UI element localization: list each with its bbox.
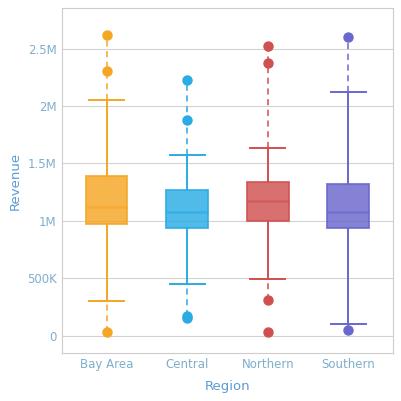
Bar: [327, 184, 369, 228]
Bar: [85, 176, 128, 224]
Bar: [166, 190, 208, 228]
Bar: [247, 182, 289, 221]
X-axis label: Region: Region: [205, 380, 250, 393]
Y-axis label: Revenue: Revenue: [8, 152, 21, 210]
